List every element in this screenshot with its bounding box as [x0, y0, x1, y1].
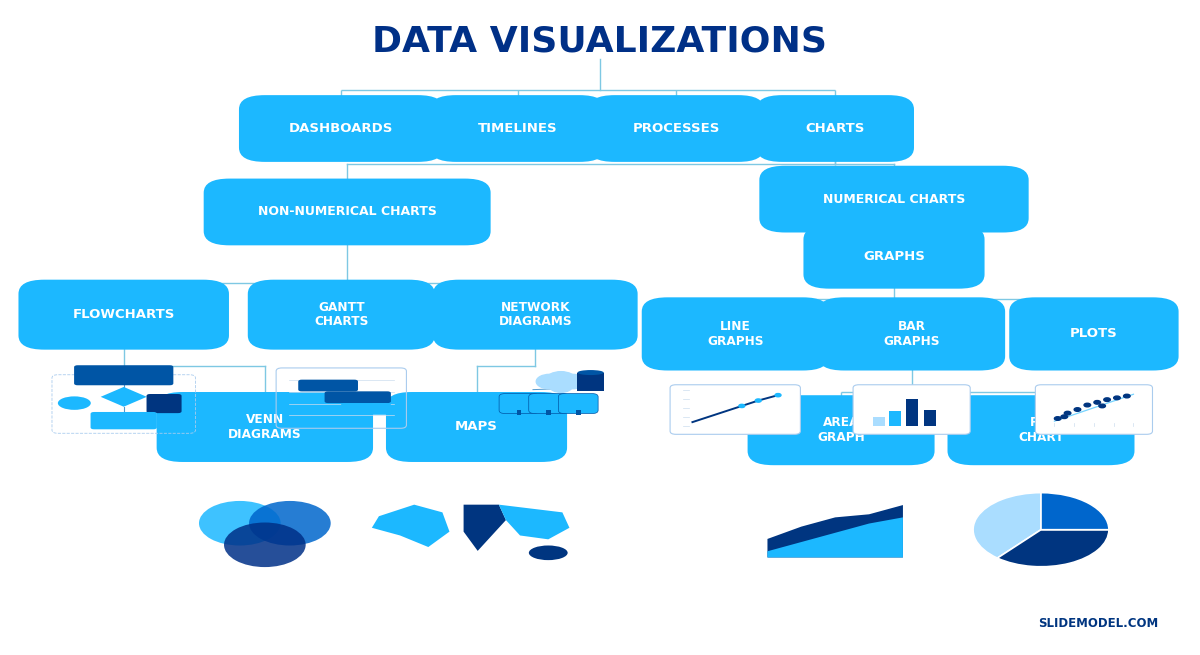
- Circle shape: [199, 501, 281, 546]
- Bar: [761, 401, 769, 426]
- Bar: [872, 417, 884, 426]
- FancyBboxPatch shape: [948, 395, 1134, 465]
- FancyBboxPatch shape: [760, 166, 1028, 233]
- Text: PLOTS: PLOTS: [1070, 328, 1117, 341]
- Circle shape: [1074, 407, 1081, 411]
- Text: BAR
GRAPHS: BAR GRAPHS: [883, 320, 940, 348]
- FancyBboxPatch shape: [642, 297, 829, 371]
- Circle shape: [546, 371, 576, 388]
- FancyBboxPatch shape: [341, 403, 391, 415]
- Circle shape: [536, 375, 563, 388]
- Text: LINE
GRAPHS: LINE GRAPHS: [707, 320, 763, 348]
- FancyBboxPatch shape: [18, 280, 229, 350]
- Text: FLOWCHARTS: FLOWCHARTS: [72, 308, 175, 321]
- Text: SLIDEMODEL.COM: SLIDEMODEL.COM: [1038, 618, 1159, 631]
- Circle shape: [1084, 403, 1091, 407]
- FancyBboxPatch shape: [748, 395, 935, 465]
- Wedge shape: [997, 530, 1109, 567]
- Wedge shape: [973, 493, 1042, 558]
- FancyBboxPatch shape: [204, 179, 491, 246]
- Circle shape: [1104, 398, 1110, 402]
- FancyBboxPatch shape: [853, 384, 971, 434]
- Circle shape: [550, 380, 572, 392]
- Bar: [924, 409, 936, 426]
- Text: NETWORK
DIAGRAMS: NETWORK DIAGRAMS: [498, 301, 572, 328]
- Text: DATA VISUALIZATIONS: DATA VISUALIZATIONS: [372, 25, 828, 59]
- FancyBboxPatch shape: [386, 392, 568, 462]
- Bar: [906, 399, 918, 426]
- Circle shape: [1114, 396, 1121, 400]
- Circle shape: [1064, 411, 1070, 415]
- Bar: [516, 410, 522, 415]
- Text: NON-NUMERICAL CHARTS: NON-NUMERICAL CHARTS: [258, 206, 437, 219]
- Polygon shape: [768, 505, 902, 557]
- FancyBboxPatch shape: [1036, 384, 1152, 434]
- Circle shape: [250, 501, 331, 546]
- FancyBboxPatch shape: [146, 394, 181, 413]
- Text: PIE
CHART: PIE CHART: [1018, 417, 1064, 444]
- Ellipse shape: [529, 546, 568, 560]
- FancyBboxPatch shape: [430, 95, 605, 162]
- Circle shape: [755, 399, 761, 402]
- FancyBboxPatch shape: [1009, 297, 1178, 371]
- Text: NUMERICAL CHARTS: NUMERICAL CHARTS: [823, 193, 965, 206]
- Bar: [889, 411, 901, 426]
- Text: DASHBOARDS: DASHBOARDS: [289, 122, 394, 135]
- Polygon shape: [463, 504, 506, 551]
- Polygon shape: [101, 387, 146, 407]
- FancyBboxPatch shape: [589, 95, 764, 162]
- Text: VENN
DIAGRAMS: VENN DIAGRAMS: [228, 413, 301, 441]
- FancyBboxPatch shape: [74, 365, 173, 385]
- Bar: [728, 411, 736, 426]
- FancyBboxPatch shape: [433, 280, 637, 350]
- Circle shape: [224, 523, 306, 567]
- Text: TIMELINES: TIMELINES: [478, 122, 558, 135]
- Bar: [744, 405, 752, 426]
- FancyBboxPatch shape: [756, 95, 914, 162]
- FancyBboxPatch shape: [499, 394, 539, 413]
- FancyBboxPatch shape: [239, 95, 444, 162]
- Text: GANTT
CHARTS: GANTT CHARTS: [314, 301, 368, 328]
- FancyBboxPatch shape: [157, 392, 373, 462]
- Bar: [577, 373, 604, 390]
- FancyBboxPatch shape: [558, 394, 598, 413]
- FancyBboxPatch shape: [247, 280, 434, 350]
- Polygon shape: [372, 504, 450, 547]
- Ellipse shape: [58, 396, 91, 410]
- Bar: [576, 410, 581, 415]
- Polygon shape: [499, 504, 570, 539]
- FancyBboxPatch shape: [804, 225, 984, 289]
- FancyBboxPatch shape: [670, 384, 800, 434]
- Bar: [695, 421, 703, 426]
- FancyBboxPatch shape: [299, 380, 358, 392]
- Circle shape: [775, 394, 781, 397]
- Text: MAPS: MAPS: [455, 421, 498, 434]
- Bar: [546, 410, 551, 415]
- Text: CHARTS: CHARTS: [805, 122, 865, 135]
- Ellipse shape: [577, 370, 604, 375]
- FancyBboxPatch shape: [818, 297, 1006, 371]
- Text: PROCESSES: PROCESSES: [632, 122, 720, 135]
- FancyBboxPatch shape: [324, 391, 391, 403]
- Circle shape: [559, 375, 586, 388]
- Polygon shape: [768, 517, 902, 557]
- Text: GRAPHS: GRAPHS: [863, 250, 925, 263]
- Bar: [712, 416, 720, 426]
- Circle shape: [1061, 415, 1068, 419]
- Circle shape: [1099, 404, 1105, 407]
- Circle shape: [1123, 394, 1130, 398]
- Circle shape: [739, 404, 745, 407]
- Wedge shape: [1042, 493, 1109, 530]
- Text: AREA
GRAPH: AREA GRAPH: [817, 417, 865, 444]
- FancyBboxPatch shape: [529, 394, 569, 413]
- FancyBboxPatch shape: [90, 412, 157, 429]
- Circle shape: [1094, 401, 1100, 404]
- Circle shape: [1055, 417, 1061, 421]
